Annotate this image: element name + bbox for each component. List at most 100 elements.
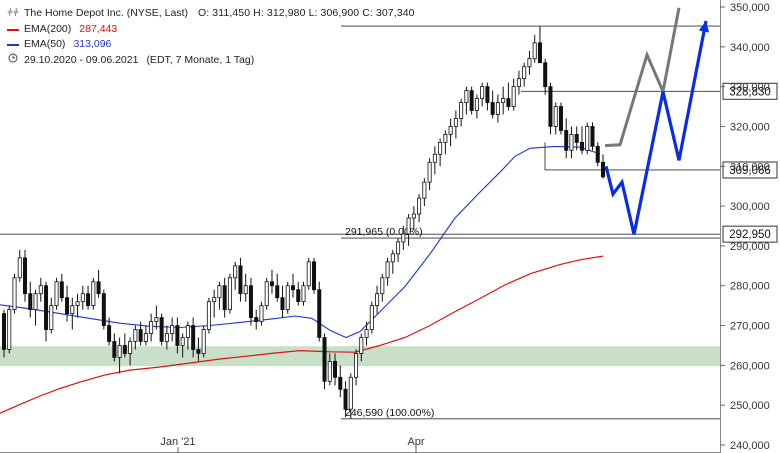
candle (354, 349, 359, 386)
candle-body (369, 305, 374, 330)
candle (254, 309, 259, 330)
candle-body (438, 141, 443, 155)
candle (569, 126, 574, 159)
candle-body (601, 161, 606, 178)
candle-body (212, 297, 217, 303)
candle (180, 333, 185, 358)
candle (585, 122, 590, 155)
time-tick-label: Apr (407, 436, 424, 448)
candle-body (569, 134, 574, 151)
candles (2, 26, 606, 419)
candle (159, 313, 164, 346)
candle-body (86, 293, 91, 307)
candle-body (590, 126, 595, 147)
candle-body (474, 98, 479, 111)
candle (558, 102, 563, 135)
candle-body (175, 325, 180, 346)
candle (143, 325, 148, 346)
price-level-tag (722, 225, 778, 243)
candle-body (180, 337, 185, 346)
candle (44, 281, 49, 342)
candle (17, 249, 22, 282)
candle-body (401, 233, 406, 243)
candle (464, 86, 469, 115)
candle (380, 273, 385, 302)
candle-body (427, 161, 432, 183)
candle-body (91, 281, 96, 307)
candle-body (248, 285, 253, 318)
candle (301, 281, 306, 306)
candle (238, 257, 243, 302)
candle (485, 82, 490, 111)
candle (149, 313, 154, 342)
candle (206, 297, 211, 334)
candle-body (490, 102, 495, 115)
price-tick-label: 300,000 (730, 201, 770, 213)
candle-body (485, 86, 490, 103)
candle (212, 289, 217, 318)
candle (122, 333, 127, 358)
ema50-value: 313,096 (73, 38, 112, 50)
candle (527, 50, 532, 75)
candle-body (364, 329, 369, 338)
candle (590, 122, 595, 151)
ohlc-values: O: 311,450 H: 312,980 L: 306,900 C: 307,… (197, 7, 415, 19)
price-tick-label: 350,000 (730, 2, 770, 14)
candle (170, 317, 175, 342)
candle (243, 273, 248, 302)
candle (432, 146, 437, 175)
candle-body (558, 106, 563, 131)
legend-ema50-row: EMA(50) 313,096 (6, 37, 415, 53)
support-zone-band (0, 346, 720, 367)
candle-body (448, 126, 453, 135)
period-note: (EDT, 7 Monate, 1 Tag) (146, 53, 255, 66)
candle (175, 317, 180, 354)
candle (579, 126, 584, 155)
candle (390, 249, 395, 274)
candle-body (170, 325, 175, 334)
candle (80, 285, 85, 310)
candle-body (338, 376, 343, 390)
candle-body (375, 293, 380, 307)
candle-body (59, 281, 64, 299)
ema50-line (0, 145, 601, 339)
price-tick-label: 260,000 (730, 360, 770, 372)
candle (38, 277, 43, 302)
candle (601, 154, 606, 179)
price-level-tag-label: 328,830 (729, 86, 771, 98)
candle (375, 285, 380, 314)
candle-body (17, 257, 22, 279)
price-level-tag (722, 82, 778, 100)
candle-body (65, 297, 70, 315)
candle (369, 301, 374, 334)
price-tick-label: 290,000 (730, 241, 770, 253)
candle-body (159, 317, 164, 342)
candle (117, 337, 122, 374)
candle-body (501, 98, 506, 103)
candle-body (222, 285, 227, 311)
candle (469, 86, 474, 115)
price-tick-label: 240,000 (730, 440, 770, 452)
gray-projection (604, 7, 681, 148)
candle (396, 237, 401, 262)
candle (548, 82, 553, 135)
price-tick-label: 270,000 (730, 321, 770, 333)
candle (553, 102, 558, 135)
candle-body (532, 42, 537, 60)
candle (65, 285, 70, 322)
candle-body (128, 341, 133, 354)
candle-body (411, 213, 416, 219)
candle-body (149, 321, 154, 334)
candle-body (138, 329, 143, 342)
price-level-tag-label: 309,066 (729, 165, 771, 177)
candle (564, 118, 569, 159)
candle (401, 225, 406, 250)
candle-body (322, 337, 327, 382)
candle-body (122, 345, 127, 354)
candle (296, 281, 301, 306)
candle (516, 70, 521, 95)
candle (33, 289, 38, 326)
candle (222, 277, 227, 318)
candle (227, 273, 232, 314)
candle (574, 126, 579, 151)
